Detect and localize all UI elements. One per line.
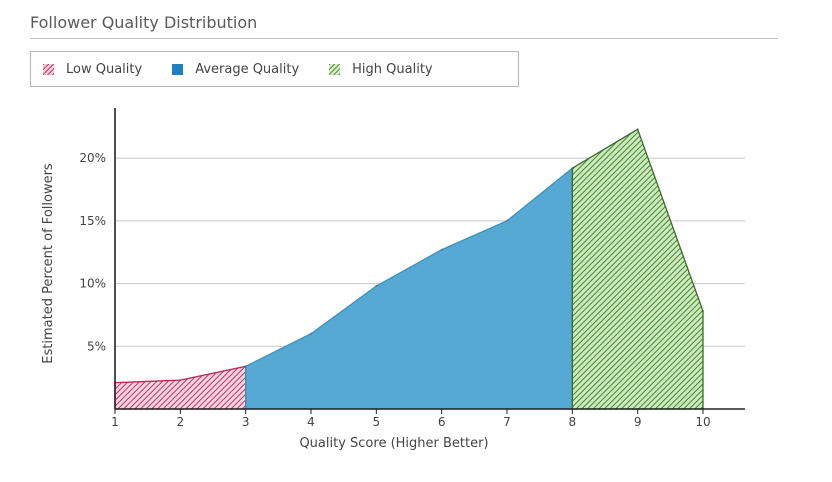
y-tick-label: 10% <box>79 277 106 291</box>
area-average-quality[interactable] <box>245 166 573 410</box>
data-point-7[interactable] <box>505 219 509 223</box>
y-tick-label: 20% <box>79 151 106 165</box>
data-point-9[interactable] <box>636 128 639 131</box>
x-tick-label: 9 <box>634 415 642 429</box>
data-point-8[interactable] <box>571 167 574 170</box>
low-quality-swatch-icon <box>43 63 54 75</box>
data-point-5[interactable] <box>375 284 378 288</box>
x-tick-label: 3 <box>242 415 250 429</box>
legend-label-low: Low Quality <box>66 61 143 77</box>
title-divider <box>30 38 778 39</box>
y-tick-label: 5% <box>87 339 106 353</box>
high-quality-swatch-icon <box>329 63 341 75</box>
x-tick-label: 8 <box>569 415 577 429</box>
x-tick-label: 1 <box>111 415 119 429</box>
legend-item-high[interactable]: High Quality <box>329 61 433 77</box>
legend-item-average[interactable]: Average Quality <box>172 62 299 77</box>
area-high-quality[interactable] <box>571 128 704 410</box>
x-tick-label: 10 <box>695 415 710 429</box>
x-axis-label: Quality Score (Higher Better) <box>299 436 488 451</box>
data-point-2[interactable] <box>179 378 182 382</box>
data-point-4[interactable] <box>309 332 313 335</box>
data-point-6[interactable] <box>440 248 443 251</box>
legend-label-high: High Quality <box>352 61 433 77</box>
x-tick-label: 4 <box>307 415 315 429</box>
data-point-10[interactable] <box>701 309 705 313</box>
area-low-quality[interactable] <box>114 365 247 410</box>
x-tick-label: 5 <box>373 415 381 429</box>
chart-title: Follower Quality Distribution <box>30 13 258 32</box>
legend-item-low[interactable]: Low Quality <box>43 62 142 77</box>
y-axis-label: Estimated Percent of Followers <box>41 163 56 364</box>
x-tick-label: 6 <box>438 415 446 429</box>
legend: Low Quality Average Quality High Quality <box>30 51 519 87</box>
x-tick-label: 2 <box>177 415 185 429</box>
legend-label-average: Average Quality <box>195 61 300 77</box>
data-point-3[interactable] <box>244 365 247 368</box>
average-quality-swatch-icon <box>172 63 184 75</box>
x-tick-label: 7 <box>503 415 511 429</box>
y-tick-label: 15% <box>79 214 106 228</box>
